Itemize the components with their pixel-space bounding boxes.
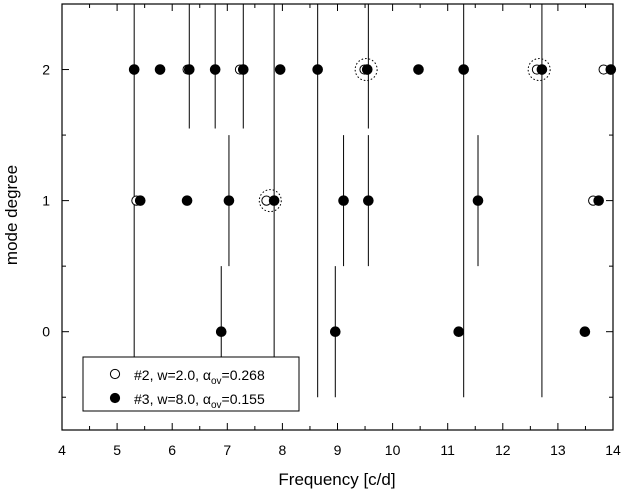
highlight-circle — [258, 189, 282, 213]
filled-point — [472, 195, 484, 206]
y-tick-label: 0 — [42, 324, 50, 340]
filled-point — [237, 64, 249, 75]
highlight-circle — [527, 58, 551, 82]
legend-entry-1: #2, w=2.0, αov=0.268 — [134, 367, 265, 387]
x-tick-label: 5 — [113, 442, 121, 458]
legend-box — [82, 356, 300, 412]
x-tick-label: 10 — [385, 442, 401, 458]
x-tick-label: 8 — [279, 442, 287, 458]
filled-point — [312, 64, 323, 75]
plot-area — [128, 4, 617, 398]
legend-marker-open — [109, 368, 121, 380]
filled-point — [458, 64, 469, 75]
legend: #2, w=2.0, αov=0.268 #3, w=8.0, αov=0.15… — [82, 356, 300, 412]
filled-point — [338, 195, 349, 206]
x-tick-label: 7 — [223, 442, 231, 458]
filled-point — [223, 195, 235, 206]
filled-point — [536, 64, 548, 75]
filled-point — [183, 64, 195, 75]
x-tick-label: 11 — [440, 442, 455, 458]
x-tick-label: 14 — [605, 442, 621, 458]
filled-point — [154, 64, 166, 75]
legend-marker-filled — [109, 392, 121, 404]
filled-point — [413, 64, 424, 75]
filled-point — [274, 64, 286, 75]
x-tick-label: 9 — [334, 442, 342, 458]
highlight-circle — [354, 58, 378, 82]
filled-point — [134, 195, 146, 206]
legend-entry-2: #3, w=8.0, αov=0.155 — [134, 391, 265, 411]
filled-point — [579, 326, 591, 337]
filled-point — [215, 326, 227, 337]
x-tick-label: 4 — [58, 442, 66, 458]
filled-point — [128, 64, 140, 75]
filled-point — [268, 195, 280, 206]
y-tick-label: 1 — [42, 193, 50, 209]
filled-point — [361, 64, 373, 75]
x-axis-label: Frequency [c/d] — [278, 470, 395, 489]
y-tick-label: 2 — [42, 62, 50, 78]
filled-point — [593, 195, 604, 206]
x-tick-label: 6 — [168, 442, 176, 458]
filled-point — [209, 64, 221, 75]
filled-point — [181, 195, 193, 206]
x-tick-label: 12 — [495, 442, 511, 458]
filled-point — [453, 326, 465, 337]
filled-point — [363, 195, 374, 206]
y-axis-label: mode degree — [2, 165, 21, 265]
x-tick-label: 13 — [550, 442, 566, 458]
filled-point — [329, 326, 341, 337]
